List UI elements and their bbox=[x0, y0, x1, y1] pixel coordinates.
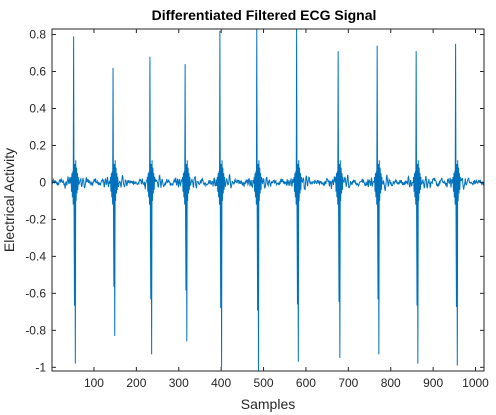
x-tick-label: 700 bbox=[338, 376, 358, 390]
x-tick-label: 300 bbox=[169, 376, 189, 390]
y-tick-label: 0.2 bbox=[29, 138, 46, 152]
x-tick-label: 900 bbox=[423, 376, 443, 390]
x-tick-label: 1000 bbox=[462, 376, 489, 390]
axes-box bbox=[51, 28, 485, 372]
x-tick-label: 600 bbox=[296, 376, 316, 390]
plot-area bbox=[52, 29, 484, 371]
x-tick-label: 200 bbox=[126, 376, 146, 390]
y-tick-label: 0.8 bbox=[29, 28, 46, 42]
y-tick-label: -0.8 bbox=[25, 323, 46, 337]
y-tick-label: 0 bbox=[39, 175, 46, 189]
x-tick-label: 800 bbox=[381, 376, 401, 390]
y-axis: -1 -0.8 -0.6 -0.4 -0.2 0 0.2 0.4 0.6 0.8 bbox=[25, 28, 484, 374]
x-tick-label: 100 bbox=[84, 376, 104, 390]
y-tick-label: -0.2 bbox=[25, 212, 46, 226]
x-axis: 100 200 300 400 500 600 700 800 900 1000 bbox=[84, 29, 489, 390]
x-tick-label: 500 bbox=[254, 376, 274, 390]
x-axis-label: Samples bbox=[241, 396, 295, 412]
x-tick-label: 400 bbox=[211, 376, 231, 390]
y-tick-label: 0.6 bbox=[29, 65, 46, 79]
ecg-signal-line bbox=[52, 29, 484, 371]
y-axis-label: Electrical Activity bbox=[1, 148, 17, 252]
chart-title: Differentiated Filtered ECG Signal bbox=[152, 7, 377, 23]
y-tick-label: -0.6 bbox=[25, 286, 46, 300]
y-tick-label: 0.4 bbox=[29, 101, 46, 115]
y-tick-label: -0.4 bbox=[25, 249, 46, 263]
y-tick-label: -1 bbox=[35, 360, 46, 374]
